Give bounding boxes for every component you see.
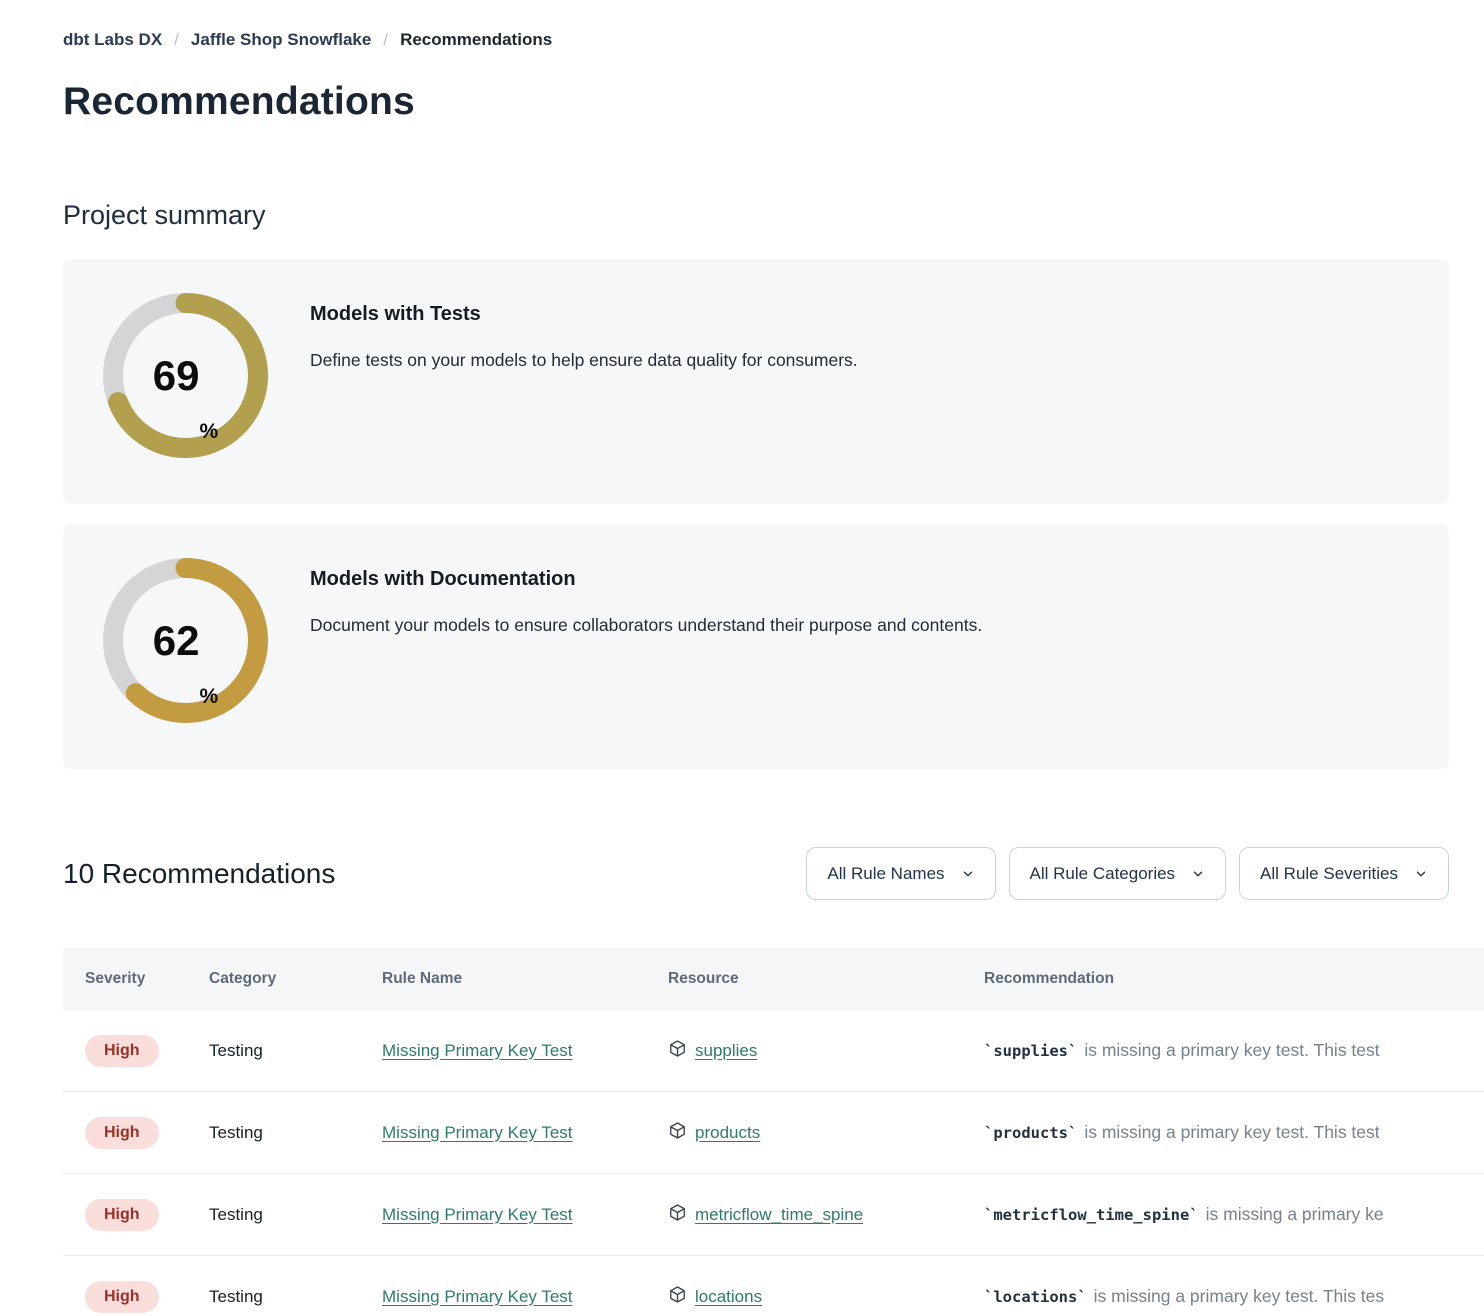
model-cube-icon — [668, 1039, 687, 1063]
model-cube-icon — [668, 1203, 687, 1227]
table-row: High Testing Missing Primary Key Test pr… — [63, 1092, 1484, 1174]
table-row: High Testing Missing Primary Key Test su… — [63, 1010, 1484, 1092]
column-header-rule-name: Rule Name — [382, 970, 463, 987]
severity-badge: High — [85, 1198, 159, 1231]
severity-badge: High — [85, 1116, 159, 1149]
project-summary-heading: Project summary — [63, 200, 266, 230]
breadcrumb-separator: / — [174, 30, 179, 49]
card-description: Document your models to ensure collabora… — [310, 615, 983, 635]
recommendation-code: `locations` — [984, 1288, 1087, 1306]
donut-percent-label: 69 % — [103, 293, 268, 458]
recommendations-count-title: 10 Recommendations — [63, 857, 336, 889]
table-row: High Testing Missing Primary Key Test me… — [63, 1174, 1484, 1256]
column-header-recommendation: Recommendation — [984, 970, 1115, 987]
recommendation-cell: `products` is missing a primary key test… — [984, 1122, 1484, 1143]
table-header-row: Severity Category Rule Name Resource Rec… — [63, 948, 1484, 1010]
card-title-models-with-tests: Models with Tests — [310, 303, 481, 325]
recommendation-code: `metricflow_time_spine` — [984, 1206, 1199, 1224]
donut-ring-icon — [103, 293, 268, 458]
recommendations-table: Severity Category Rule Name Resource Rec… — [63, 948, 1484, 1316]
card-description: Define tests on your models to help ensu… — [310, 350, 858, 370]
filter-label: All Rule Names — [827, 863, 945, 883]
column-header-resource: Resource — [668, 970, 739, 987]
category-cell: Testing — [209, 1286, 263, 1306]
breadcrumb-separator: / — [383, 30, 389, 49]
rule-name-link[interactable]: Missing Primary Key Test — [382, 1122, 573, 1142]
breadcrumb-item-project[interactable]: Jaffle Shop Snowflake — [190, 30, 372, 49]
column-header-category: Category — [209, 970, 277, 987]
percent-symbol: % — [199, 420, 219, 443]
model-cube-icon — [668, 1285, 687, 1309]
recommendation-text: is missing a primary key test. This test — [1084, 1122, 1380, 1142]
recommendation-cell: `locations` is missing a primary key tes… — [984, 1286, 1484, 1307]
summary-card-models-with-tests: 69 % Models with Tests Define tests on y… — [63, 259, 1449, 504]
breadcrumb-item-org[interactable]: dbt Labs DX — [63, 30, 163, 49]
column-header-severity: Severity — [85, 970, 146, 987]
recommendation-cell: `metricflow_time_spine` is missing a pri… — [984, 1204, 1484, 1225]
category-cell: Testing — [209, 1040, 263, 1060]
donut-ring-icon — [103, 558, 268, 723]
filter-rule-severities-dropdown[interactable]: All Rule Severities — [1239, 847, 1449, 900]
table-body: High Testing Missing Primary Key Test su… — [63, 1010, 1484, 1316]
documentation-percent-value: 62 — [152, 616, 200, 664]
page-title: Recommendations — [63, 80, 415, 123]
recommendations-header: 10 Recommendations All Rule Names All Ru… — [63, 847, 1449, 900]
breadcrumb: dbt Labs DX / Jaffle Shop Snowflake / Re… — [63, 30, 1484, 50]
resource-link[interactable]: locations — [695, 1286, 763, 1306]
resource-link[interactable]: products — [695, 1122, 761, 1142]
tests-donut-chart: 69 % — [103, 293, 268, 458]
filter-rule-names-dropdown[interactable]: All Rule Names — [806, 847, 996, 900]
tests-percent-value: 69 — [152, 351, 200, 399]
chevron-down-icon — [1414, 867, 1428, 881]
rule-name-link[interactable]: Missing Primary Key Test — [382, 1040, 573, 1060]
recommendation-code: `supplies` — [984, 1042, 1078, 1060]
severity-badge: High — [85, 1280, 159, 1313]
summary-card-models-with-documentation: 62 % Models with Documentation Document … — [63, 524, 1449, 769]
recommendation-code: `products` — [984, 1124, 1078, 1142]
resource-link[interactable]: supplies — [695, 1040, 758, 1060]
recommendation-cell: `supplies` is missing a primary key test… — [984, 1040, 1484, 1061]
chevron-down-icon — [1191, 867, 1205, 881]
model-cube-icon — [668, 1121, 687, 1145]
category-cell: Testing — [209, 1204, 263, 1224]
filter-label: All Rule Severities — [1260, 863, 1398, 883]
recommendation-text: is missing a primary ke — [1205, 1204, 1384, 1224]
recommendation-text: is missing a primary key test. This tes — [1093, 1286, 1385, 1306]
resource-link[interactable]: metricflow_time_spine — [695, 1204, 864, 1224]
donut-percent-label: 62 % — [103, 558, 268, 723]
chevron-down-icon — [961, 867, 975, 881]
filter-rule-categories-dropdown[interactable]: All Rule Categories — [1008, 847, 1227, 900]
rule-name-link[interactable]: Missing Primary Key Test — [382, 1204, 573, 1224]
rule-name-link[interactable]: Missing Primary Key Test — [382, 1286, 573, 1306]
documentation-donut-chart: 62 % — [103, 558, 268, 723]
category-cell: Testing — [209, 1122, 263, 1142]
card-title-models-with-documentation: Models with Documentation — [310, 568, 576, 590]
table-row: High Testing Missing Primary Key Test lo… — [63, 1256, 1484, 1316]
percent-symbol: % — [199, 685, 219, 708]
filter-bar: All Rule Names All Rule Categories All R… — [806, 847, 1449, 900]
filter-label: All Rule Categories — [1029, 863, 1176, 883]
breadcrumb-item-current: Recommendations — [400, 30, 553, 49]
recommendation-text: is missing a primary key test. This test — [1084, 1040, 1380, 1060]
severity-badge: High — [85, 1034, 159, 1067]
